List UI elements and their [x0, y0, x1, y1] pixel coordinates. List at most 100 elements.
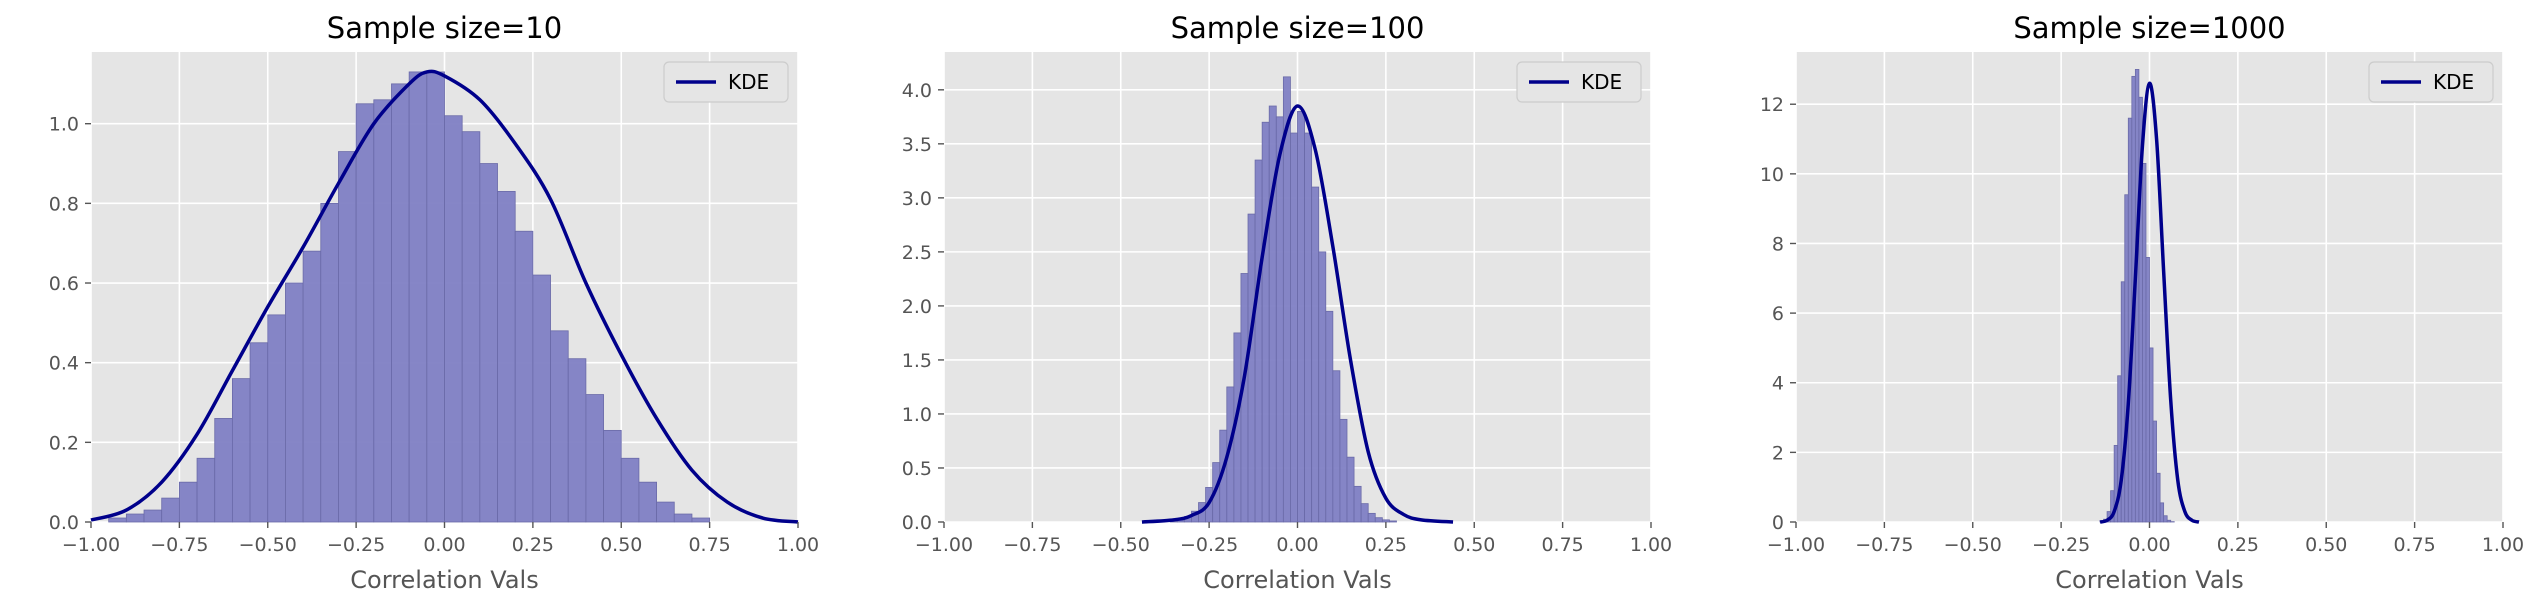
- histogram-bar: [2163, 515, 2168, 523]
- histogram-bar: [1325, 310, 1334, 523]
- x-tick-label: −0.25: [2032, 534, 2090, 556]
- kde-line: [1141, 104, 1454, 524]
- histogram-bar: [1311, 186, 1320, 523]
- y-tick-label: 3.0: [902, 188, 932, 210]
- y-tick-label: 4: [1772, 373, 1784, 395]
- y-tick-label: 1.5: [902, 350, 932, 372]
- y-tick-label: 2: [1772, 442, 1784, 464]
- x-tick-label: 0.00: [1276, 534, 1318, 556]
- chart-panel-1: −1.00 −0.75 −0.50 −0.25 0.00 0.25 0.50 0.75 1.00…: [49, 11, 819, 594]
- histogram-bar: [2145, 257, 2150, 523]
- x-tick-label: 0.00: [2128, 534, 2170, 556]
- x-tick-label: 0.75: [1541, 534, 1583, 556]
- x-tick-label: 1.00: [2482, 534, 2524, 556]
- y-tick-label: 6: [1772, 303, 1784, 325]
- y-tick-label: 3.5: [902, 134, 932, 156]
- legend-label: KDE: [2433, 70, 2474, 94]
- histogram-bar: [620, 457, 640, 523]
- legend-box: [663, 61, 789, 103]
- histogram-bar: [178, 481, 198, 523]
- histogram-bar: [673, 513, 693, 523]
- histogram-bar: [285, 282, 304, 523]
- y-tick-label: 0.6: [49, 273, 79, 295]
- histogram-bar: [1275, 116, 1284, 523]
- kde-line: [90, 69, 799, 524]
- histogram-bar: [444, 115, 463, 523]
- x-axis-label: Correlation Vals: [2055, 566, 2243, 594]
- histogram-bar: [320, 202, 339, 523]
- histogram-bar: [338, 151, 357, 523]
- x-tick-label: −0.25: [327, 534, 385, 556]
- x-tick-label: −0.50: [1092, 534, 1150, 556]
- histogram-bar: [1297, 111, 1305, 523]
- x-tick-label: 0.75: [688, 534, 730, 556]
- histogram-bar: [1389, 520, 1397, 523]
- histogram-bar: [108, 517, 127, 523]
- legend-box: [2368, 61, 2494, 103]
- legend: KDE: [663, 61, 789, 103]
- histogram-bar: [2156, 472, 2161, 523]
- histogram-bar: [355, 103, 375, 523]
- histogram-bar: [125, 513, 145, 523]
- y-tick-label: 1.0: [49, 114, 79, 136]
- histogram-bar: [1261, 121, 1270, 523]
- histogram-bar: [2149, 347, 2154, 523]
- histogram-bar: [2127, 117, 2133, 523]
- histogram-bar: [461, 131, 481, 523]
- chart-panel-2: −1.00 −0.75 −0.50 −0.25 0.00 0.25 0.50 0.75 1.00…: [902, 11, 1672, 594]
- histogram-bar: [196, 457, 216, 523]
- histogram-bar: [249, 342, 269, 523]
- histogram-bar: [603, 429, 622, 523]
- y-tick-label: 0.2: [49, 432, 79, 454]
- legend-label: KDE: [1581, 70, 1622, 94]
- histogram-bar: [426, 71, 445, 523]
- histogram-bar: [1304, 132, 1313, 523]
- chart-title: Sample size=100: [1171, 11, 1425, 45]
- y-tick-label: 8: [1772, 233, 1784, 255]
- x-tick-label: −0.25: [1180, 534, 1238, 556]
- histogram-bar: [1381, 519, 1390, 523]
- x-tick-label: 0.25: [1365, 534, 1407, 556]
- y-tick-label: 4.0: [902, 80, 932, 102]
- histogram-bar: [2159, 502, 2165, 523]
- histogram-bar: [1332, 370, 1341, 523]
- histogram-bar: [373, 99, 392, 523]
- x-tick-label: 0.25: [512, 534, 554, 556]
- x-tick-label: 0.75: [2393, 534, 2435, 556]
- histogram-bar: [497, 191, 516, 523]
- x-tick-label: −1.00: [915, 534, 973, 556]
- histogram-bar: [550, 330, 569, 523]
- x-axis-label: Correlation Vals: [1203, 566, 1391, 594]
- histogram-bar: [267, 314, 286, 523]
- kde-line: [2099, 81, 2200, 524]
- chart-panel-3: −1.00 −0.75 −0.50 −0.25 0.00 0.25 0.50 0.75 1.00…: [1760, 11, 2524, 594]
- y-tick-label: 2.5: [902, 242, 932, 264]
- x-tick-label: 0.00: [423, 534, 465, 556]
- histogram-bar: [1374, 517, 1383, 523]
- x-tick-label: −0.75: [150, 534, 208, 556]
- y-tick-label: 0.5: [902, 458, 932, 480]
- y-tick-label: 10: [1760, 164, 1784, 186]
- x-axis-label: Correlation Vals: [350, 566, 538, 594]
- histogram-bar: [1318, 251, 1327, 523]
- x-tick-label: 0.25: [2217, 534, 2259, 556]
- x-tick-label: 1.00: [1630, 534, 1672, 556]
- y-tick-label: 0.0: [902, 512, 932, 534]
- histogram-bar: [691, 517, 711, 523]
- histogram-bar: [1254, 159, 1263, 523]
- y-tick-label: 0.0: [49, 512, 79, 534]
- histogram-bar: [1247, 213, 1256, 523]
- y-tick-label: 0: [1772, 512, 1784, 534]
- x-tick-label: −0.75: [1003, 534, 1061, 556]
- histogram-bar: [1353, 485, 1362, 523]
- histogram-bar: [231, 378, 251, 523]
- histogram-bar: [2124, 194, 2129, 523]
- histogram-bar: [1282, 76, 1291, 523]
- histogram-bar: [161, 497, 180, 523]
- histogram-bar: [2142, 163, 2147, 523]
- x-tick-label: −1.00: [1767, 534, 1825, 556]
- chart-title: Sample size=1000: [2013, 11, 2285, 45]
- x-tick-label: −0.75: [1855, 534, 1913, 556]
- histogram-bar: [2166, 519, 2172, 523]
